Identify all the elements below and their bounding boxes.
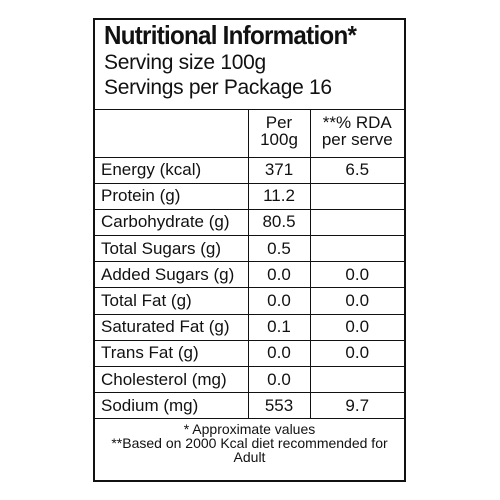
rda-value <box>309 366 404 394</box>
header-rda: **% RDA per serve <box>309 110 404 158</box>
footnote-rda-basis: **Based on 2000 Kcal diet recommended fo… <box>111 435 388 466</box>
per-100g-value: 0.1 <box>247 314 310 341</box>
serving-size: Serving size 100g <box>104 51 266 74</box>
label-header: Nutritional Information* Serving size 10… <box>95 20 404 110</box>
table-row: Total Sugars (g) 0.5 <box>95 235 404 263</box>
header-per-100g: Per 100g <box>247 110 310 158</box>
nutrient-name: Added Sugars (g) <box>95 261 248 289</box>
rda-value <box>309 235 404 263</box>
rda-value: 0.0 <box>309 340 404 368</box>
table-row: Cholesterol (mg) 0.0 <box>95 366 404 394</box>
rda-value: 0.0 <box>309 287 404 315</box>
per-100g-value: 0.0 <box>247 366 310 394</box>
nutrient-name: Saturated Fat (g) <box>95 314 248 341</box>
per-100g-value: 11.2 <box>247 183 310 210</box>
nutrient-name: Trans Fat (g) <box>95 340 248 368</box>
nutrient-name: Total Sugars (g) <box>95 235 248 263</box>
rda-value <box>309 209 404 237</box>
per-100g-value: 0.5 <box>247 235 310 263</box>
footnote-approx: * Approximate values <box>183 421 316 438</box>
rda-value: 9.7 <box>309 392 404 420</box>
rda-value: 0.0 <box>309 261 404 289</box>
per-100g-value: 553 <box>247 392 310 420</box>
rda-value <box>309 183 404 210</box>
per-100g-value: 0.0 <box>247 261 310 289</box>
footnotes: * Approximate values **Based on 2000 Kca… <box>95 419 404 480</box>
table-row: Energy (kcal) 371 6.5 <box>95 157 404 184</box>
servings-per-package: Servings per Package 16 <box>104 76 332 99</box>
label-title: Nutritional Information* <box>104 20 357 50</box>
per-100g-value: 371 <box>247 157 310 184</box>
nutrient-name: Energy (kcal) <box>95 157 248 184</box>
table-header-row: Per 100g **% RDA per serve <box>95 110 404 158</box>
nutrition-label: Nutritional Information* Serving size 10… <box>93 18 406 482</box>
per-100g-value: 80.5 <box>247 209 310 237</box>
nutrition-table: Per 100g **% RDA per serve Energy (kcal)… <box>95 110 404 420</box>
header-nutrient <box>95 110 248 158</box>
table-row: Added Sugars (g) 0.0 0.0 <box>95 261 404 289</box>
table-row: Protein (g) 11.2 <box>95 183 404 210</box>
nutrient-name: Protein (g) <box>95 183 248 210</box>
rda-value: 0.0 <box>309 314 404 341</box>
per-100g-value: 0.0 <box>247 287 310 315</box>
table-row: Sodium (mg) 553 9.7 <box>95 392 404 420</box>
per-100g-value: 0.0 <box>247 340 310 368</box>
nutrient-name: Cholesterol (mg) <box>95 366 248 394</box>
nutrient-name: Sodium (mg) <box>95 392 248 420</box>
nutrient-name: Total Fat (g) <box>95 287 248 315</box>
nutrient-name: Carbohydrate (g) <box>95 209 248 237</box>
rda-value: 6.5 <box>309 157 404 184</box>
table-row: Trans Fat (g) 0.0 0.0 <box>95 340 404 368</box>
table-row: Total Fat (g) 0.0 0.0 <box>95 287 404 315</box>
table-row: Carbohydrate (g) 80.5 <box>95 209 404 237</box>
table-row: Saturated Fat (g) 0.1 0.0 <box>95 314 404 341</box>
